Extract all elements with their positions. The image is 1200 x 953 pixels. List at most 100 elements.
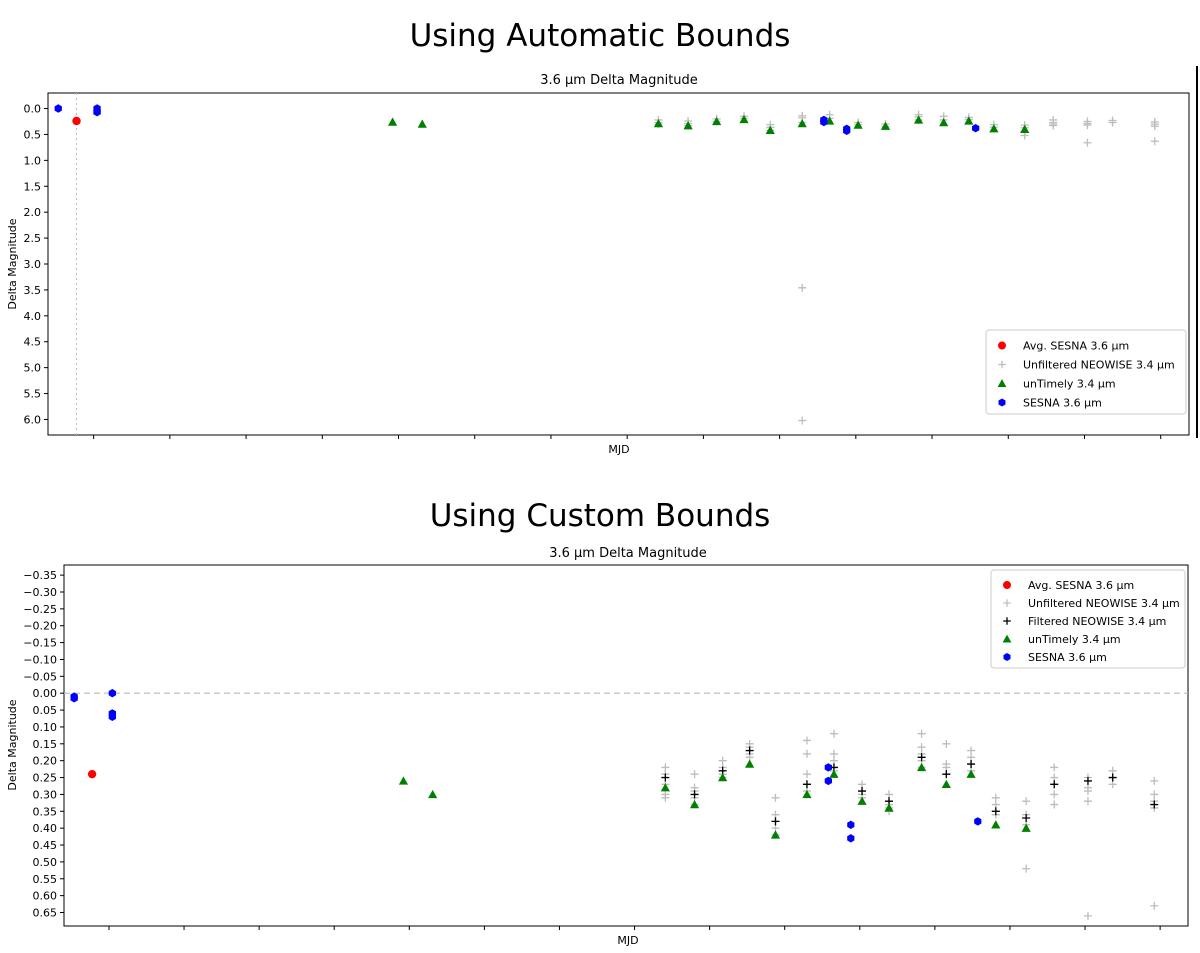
y-tick-label: 0.05 (33, 704, 58, 717)
point-unfiltered-neowise-3-4-m (858, 780, 867, 789)
point-unfiltered-neowise-3-4-m (1150, 790, 1159, 799)
legend-label: unTimely 3.4 μm (1023, 378, 1116, 391)
point-unfiltered-neowise-3-4-m (798, 283, 807, 292)
point-filtered-neowise-3-4-m (661, 773, 670, 782)
point-unfiltered-neowise-3-4-m (690, 770, 699, 779)
legend-marker (1003, 599, 1011, 607)
y-tick-label: 0.50 (33, 856, 58, 869)
point-untimely-3-4-m (770, 830, 781, 839)
point-untimely-3-4-m (829, 769, 839, 778)
point-sesna-3-6-m (108, 689, 116, 698)
point-untimely-3-4-m (417, 119, 427, 128)
point-untimely-3-4-m (966, 769, 976, 778)
point-unfiltered-neowise-3-4-m (1049, 121, 1058, 130)
legend-label: Avg. SESNA 3.6 μm (1028, 579, 1134, 592)
legend-marker (1003, 581, 1011, 589)
point-unfiltered-neowise-3-4-m (1022, 797, 1031, 806)
legend-marker (997, 379, 1007, 387)
point-unfiltered-neowise-3-4-m (1083, 121, 1092, 130)
point-unfiltered-neowise-3-4-m (802, 770, 811, 779)
point-unfiltered-neowise-3-4-m (1150, 137, 1159, 146)
point-unfiltered-neowise-3-4-m (885, 790, 894, 799)
point-sesna-3-6-m (824, 776, 832, 786)
point-filtered-neowise-3-4-m (967, 760, 976, 769)
point-untimely-3-4-m (683, 121, 693, 130)
y-tick-label: 4.5 (24, 336, 42, 349)
bottom-heading: Using Custom Bounds (429, 498, 771, 534)
legend-label: Avg. SESNA 3.6 μm (1023, 340, 1129, 353)
point-filtered-neowise-3-4-m (1022, 814, 1031, 823)
point-unfiltered-neowise-3-4-m (1050, 800, 1059, 809)
point-untimely-3-4-m (964, 116, 974, 125)
y-tick-label: 0.30 (33, 788, 58, 801)
y-tick-label: 0.00 (33, 687, 58, 700)
point-unfiltered-neowise-3-4-m (661, 793, 670, 802)
y-tick-label: 3.0 (24, 258, 42, 271)
point-unfiltered-neowise-3-4-m (1108, 118, 1117, 127)
y-tick-label: 0.45 (33, 839, 58, 852)
point-unfiltered-neowise-3-4-m (1050, 763, 1059, 772)
y-tick-label: −0.35 (23, 569, 57, 582)
point-filtered-neowise-3-4-m (1050, 780, 1059, 789)
legend-marker (998, 360, 1006, 369)
point-untimely-3-4-m (802, 789, 812, 799)
y-tick-label: −0.20 (23, 620, 57, 633)
y-tick-label: −0.25 (23, 603, 57, 616)
legend-label: unTimely 3.4 μm (1028, 633, 1121, 646)
top-heading: Using Automatic Bounds (409, 18, 791, 54)
chart-title: 3.6 μm Delta Magnitude (549, 546, 707, 561)
point-untimely-3-4-m (884, 803, 894, 812)
legend-label: SESNA 3.6 μm (1023, 397, 1102, 410)
point-untimely-3-4-m (853, 120, 863, 129)
y-tick-label: 0.20 (33, 755, 58, 768)
legend-box (985, 329, 1187, 415)
x-axis-label: MJD (608, 443, 629, 456)
point-untimely-3-4-m (765, 125, 775, 134)
chart-title: 3.6 μm Delta Magnitude (540, 73, 698, 88)
point-filtered-neowise-3-4-m (802, 780, 811, 789)
point-filtered-neowise-3-4-m (942, 770, 951, 779)
y-tick-label: 0.25 (33, 772, 58, 785)
y-tick-label: −0.10 (23, 653, 57, 666)
legend-label: SESNA 3.6 μm (1028, 651, 1107, 664)
y-tick-label: 0.10 (33, 721, 58, 734)
point-untimely-3-4-m (880, 121, 891, 130)
y-tick-label: 5.0 (24, 362, 42, 375)
x-axis-label: MJD (617, 934, 638, 947)
point-untimely-3-4-m (913, 115, 924, 124)
point-filtered-neowise-3-4-m (771, 817, 780, 826)
point-sesna-3-6-m (820, 117, 828, 127)
point-unfiltered-neowise-3-4-m (718, 756, 727, 765)
point-unfiltered-neowise-3-4-m (991, 793, 1000, 802)
point-untimely-3-4-m (387, 117, 398, 126)
point-untimely-3-4-m (712, 116, 722, 126)
point-unfiltered-neowise-3-4-m (798, 416, 807, 425)
y-tick-label: 1.0 (24, 154, 42, 167)
y-tick-label: 0.5 (24, 128, 42, 141)
point-unfiltered-neowise-3-4-m (1108, 780, 1117, 789)
y-tick-label: 0.55 (33, 873, 58, 886)
point-unfiltered-neowise-3-4-m (1050, 790, 1059, 799)
point-sesna-3-6-m (847, 820, 855, 829)
point-unfiltered-neowise-3-4-m (1050, 773, 1059, 782)
point-untimely-3-4-m (1020, 124, 1030, 133)
point-filtered-neowise-3-4-m (745, 746, 754, 755)
y-tick-label: 5.5 (24, 388, 42, 401)
y-tick-label: 6.0 (24, 413, 42, 426)
point-sesna-3-6-m (93, 108, 101, 117)
point-unfiltered-neowise-3-4-m (802, 736, 811, 745)
point-unfiltered-neowise-3-4-m (829, 756, 838, 765)
right-edge-line (1196, 66, 1198, 438)
y-tick-label: 0.60 (33, 890, 58, 903)
point-unfiltered-neowise-3-4-m (942, 763, 951, 772)
point-avg-sesna-3-6-m (87, 769, 97, 779)
y-tick-label: 0.35 (33, 805, 58, 818)
point-untimely-3-4-m (1021, 823, 1031, 832)
point-unfiltered-neowise-3-4-m (1083, 787, 1092, 796)
y-tick-label: 0.40 (33, 822, 58, 835)
point-sesna-3-6-m (108, 712, 116, 721)
point-unfiltered-neowise-3-4-m (967, 746, 976, 755)
point-unfiltered-neowise-3-4-m (991, 800, 1000, 809)
legend-marker (1002, 634, 1012, 643)
legend-label: Filtered NEOWISE 3.4 μm (1028, 615, 1166, 628)
